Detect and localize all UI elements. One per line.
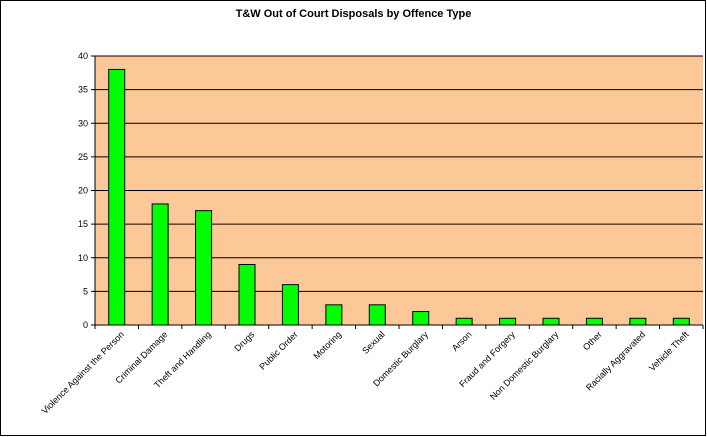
x-tick-label: Public Order <box>257 329 299 371</box>
bar <box>542 317 560 326</box>
bar <box>672 317 690 326</box>
y-tick-label: 0 <box>83 320 88 330</box>
bar <box>455 317 473 326</box>
x-tick-label: Drugs <box>232 329 256 353</box>
y-tick-label: 10 <box>78 253 88 263</box>
x-tick-label: Motoring <box>311 329 343 361</box>
bar <box>151 203 169 326</box>
bar <box>195 210 213 326</box>
x-tick-label: Vehicle Theft <box>647 329 691 373</box>
bar <box>238 263 256 326</box>
y-tick-label: 25 <box>78 152 88 162</box>
bar <box>585 317 603 326</box>
chart-title: T&W Out of Court Disposals by Offence Ty… <box>235 8 472 20</box>
bar <box>368 304 386 326</box>
y-tick-label: 15 <box>78 219 88 229</box>
bar <box>412 311 430 326</box>
x-tick-label: Violence Against the Person <box>40 329 127 416</box>
x-tick-label: Other <box>581 329 604 352</box>
bar <box>499 317 517 326</box>
y-tick-label: 35 <box>78 85 88 95</box>
x-tick-label: Sexual <box>360 329 387 356</box>
bar <box>281 284 299 326</box>
y-tick-label: 5 <box>83 286 88 296</box>
y-tick-label: 20 <box>78 186 88 196</box>
bar <box>108 68 126 326</box>
bar <box>629 317 647 326</box>
y-tick-label: 40 <box>78 51 88 61</box>
x-tick-label: Arson <box>450 329 474 353</box>
y-tick-label: 30 <box>78 118 88 128</box>
bar <box>325 304 343 326</box>
